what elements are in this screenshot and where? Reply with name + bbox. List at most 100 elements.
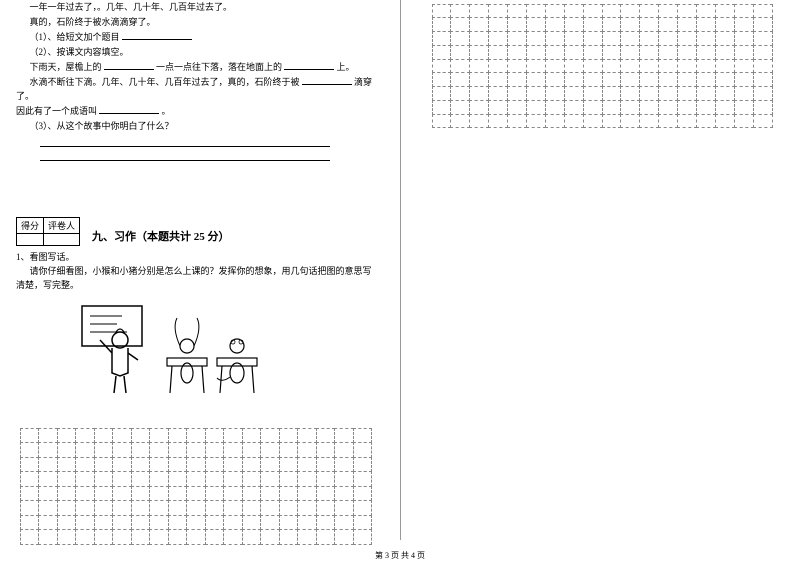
grid-cell[interactable]: [432, 31, 452, 46]
grid-cell[interactable]: [20, 442, 40, 458]
grid-cell[interactable]: [507, 59, 527, 74]
grid-cell[interactable]: [223, 442, 243, 458]
grid-cell[interactable]: [715, 17, 735, 32]
grid-cell[interactable]: [131, 442, 151, 458]
grid-cell[interactable]: [205, 486, 225, 502]
answer-line[interactable]: [40, 151, 330, 161]
grid-cell[interactable]: [488, 45, 508, 60]
grid-cell[interactable]: [658, 86, 678, 101]
grid-cell[interactable]: [334, 500, 354, 516]
grid-cell[interactable]: [469, 72, 489, 87]
grid-cell[interactable]: [297, 457, 317, 473]
grid-cell[interactable]: [205, 471, 225, 487]
grid-cell[interactable]: [658, 59, 678, 74]
grid-cell[interactable]: [260, 471, 280, 487]
grid-cell[interactable]: [564, 17, 584, 32]
grid-cell[interactable]: [260, 486, 280, 502]
grid-cell[interactable]: [620, 86, 640, 101]
grid-cell[interactable]: [432, 45, 452, 60]
grid-cell[interactable]: [223, 457, 243, 473]
grid-cell[interactable]: [334, 486, 354, 502]
grid-cell[interactable]: [507, 45, 527, 60]
grid-cell[interactable]: [38, 428, 58, 444]
grid-cell[interactable]: [507, 114, 527, 129]
grid-cell[interactable]: [38, 471, 58, 487]
grid-cell[interactable]: [526, 45, 546, 60]
grid-cell[interactable]: [602, 17, 622, 32]
grid-cell[interactable]: [526, 31, 546, 46]
grid-cell[interactable]: [564, 59, 584, 74]
grid-cell[interactable]: [545, 100, 565, 115]
grid-cell[interactable]: [507, 100, 527, 115]
grid-cell[interactable]: [734, 100, 754, 115]
grid-cell[interactable]: [316, 442, 336, 458]
grid-cell[interactable]: [223, 529, 243, 545]
grid-cell[interactable]: [564, 4, 584, 19]
answer-line[interactable]: [40, 137, 330, 147]
grid-cell[interactable]: [297, 486, 317, 502]
grid-cell[interactable]: [94, 457, 114, 473]
grid-cell[interactable]: [545, 59, 565, 74]
grid-cell[interactable]: [620, 31, 640, 46]
grid-cell[interactable]: [186, 486, 206, 502]
grid-cell[interactable]: [469, 17, 489, 32]
grid-cell[interactable]: [432, 4, 452, 19]
grid-cell[interactable]: [205, 428, 225, 444]
grid-cell[interactable]: [38, 486, 58, 502]
grid-cell[interactable]: [450, 17, 470, 32]
grid-cell[interactable]: [168, 457, 188, 473]
grid-cell[interactable]: [583, 4, 603, 19]
grid-cell[interactable]: [507, 72, 527, 87]
grid-cell[interactable]: [186, 457, 206, 473]
grid-cell[interactable]: [205, 515, 225, 531]
grid-cell[interactable]: [564, 86, 584, 101]
grid-cell[interactable]: [94, 471, 114, 487]
grid-cell[interactable]: [450, 59, 470, 74]
grid-cell[interactable]: [734, 59, 754, 74]
grid-cell[interactable]: [334, 457, 354, 473]
answer-grid-left[interactable]: [20, 428, 372, 544]
grid-cell[interactable]: [753, 45, 773, 60]
grid-cell[interactable]: [94, 515, 114, 531]
grid-cell[interactable]: [112, 442, 132, 458]
grid-cell[interactable]: [696, 17, 716, 32]
grid-cell[interactable]: [545, 86, 565, 101]
grid-cell[interactable]: [432, 59, 452, 74]
grid-cell[interactable]: [94, 486, 114, 502]
grid-cell[interactable]: [20, 457, 40, 473]
grid-cell[interactable]: [715, 4, 735, 19]
grid-cell[interactable]: [432, 86, 452, 101]
grid-cell[interactable]: [507, 31, 527, 46]
grid-cell[interactable]: [279, 529, 299, 545]
grid-cell[interactable]: [696, 100, 716, 115]
grid-cell[interactable]: [186, 471, 206, 487]
grid-cell[interactable]: [583, 17, 603, 32]
grid-cell[interactable]: [75, 442, 95, 458]
grid-cell[interactable]: [260, 500, 280, 516]
grid-cell[interactable]: [20, 500, 40, 516]
grid-cell[interactable]: [131, 529, 151, 545]
grid-cell[interactable]: [564, 114, 584, 129]
grid-cell[interactable]: [583, 72, 603, 87]
grid-cell[interactable]: [38, 500, 58, 516]
grid-cell[interactable]: [279, 515, 299, 531]
grid-cell[interactable]: [469, 100, 489, 115]
grid-cell[interactable]: [38, 442, 58, 458]
grid-cell[interactable]: [526, 17, 546, 32]
grid-cell[interactable]: [488, 86, 508, 101]
grid-cell[interactable]: [639, 59, 659, 74]
grid-cell[interactable]: [753, 100, 773, 115]
grid-cell[interactable]: [75, 515, 95, 531]
grid-cell[interactable]: [545, 31, 565, 46]
blank-title[interactable]: [122, 30, 192, 40]
grid-cell[interactable]: [526, 72, 546, 87]
grid-cell[interactable]: [469, 59, 489, 74]
grid-cell[interactable]: [38, 457, 58, 473]
grid-cell[interactable]: [205, 529, 225, 545]
grid-cell[interactable]: [620, 72, 640, 87]
grid-cell[interactable]: [334, 442, 354, 458]
grid-cell[interactable]: [620, 59, 640, 74]
grid-cell[interactable]: [131, 471, 151, 487]
grid-cell[interactable]: [658, 100, 678, 115]
grid-cell[interactable]: [297, 500, 317, 516]
